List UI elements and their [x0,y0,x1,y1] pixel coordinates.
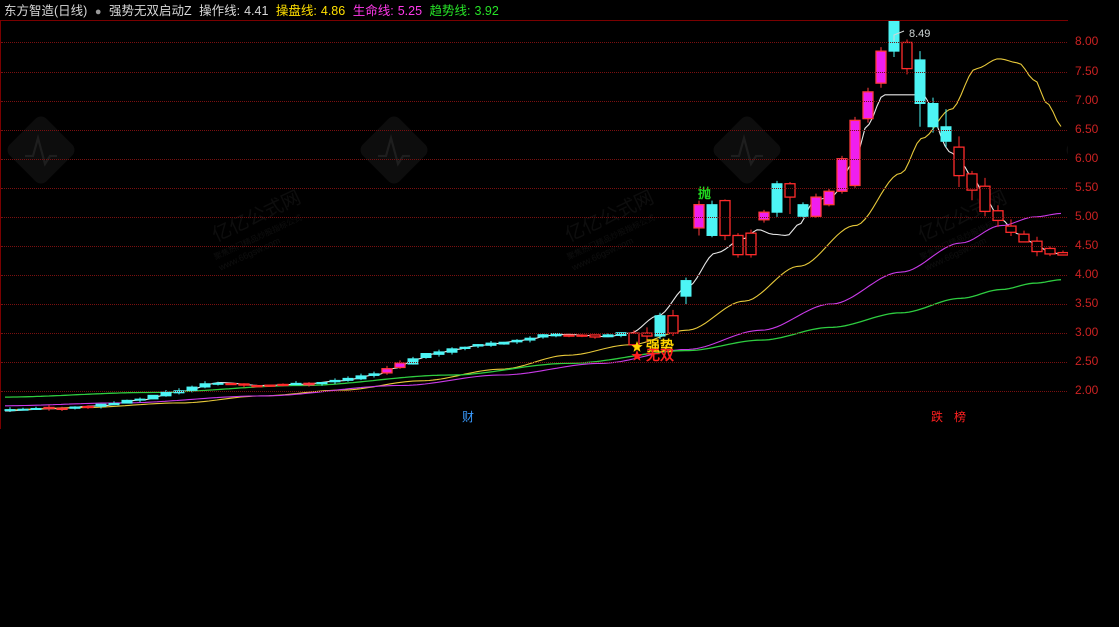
svg-text:跌: 跌 [931,409,943,424]
svg-text:8.49: 8.49 [909,28,930,40]
svg-text:财: 财 [462,410,474,424]
svg-text:榜: 榜 [954,409,966,424]
svg-text:无双: 无双 [645,347,674,363]
